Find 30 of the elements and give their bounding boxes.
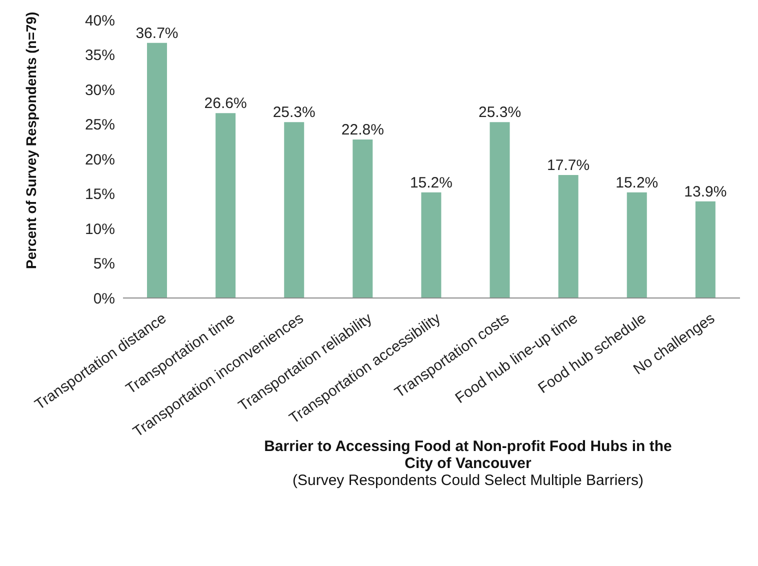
bar (626, 192, 647, 298)
y-tick-label: 15% (84, 186, 115, 204)
text: (Survey Respondents Could Select Multiple Barriers) (292, 472, 644, 489)
y-tick-label: 5% (93, 256, 115, 273)
bar (352, 140, 373, 298)
data-label: 25.3% (272, 104, 316, 122)
bar (490, 122, 510, 298)
data-label: 25.3% (478, 104, 522, 122)
data-label: 22.8% (341, 122, 384, 139)
bar (695, 201, 716, 298)
bar (216, 113, 236, 298)
data-label: 36.7% (136, 24, 178, 42)
data-label: 17.7% (547, 156, 590, 174)
y-tick-label: 20% (84, 151, 115, 168)
x-axis-title: Barrier to Accessing Food at Non-profit Food Hubs in the City of Vancouver (263, 438, 673, 472)
y-tick-label: 10% (84, 220, 115, 238)
data-label: 15.2% (616, 174, 658, 192)
data-label: 26.6% (204, 95, 247, 112)
y-tick-label: 25% (84, 116, 115, 134)
data-label: 13.9% (684, 183, 727, 200)
bar (284, 122, 304, 298)
y-tick-label: 40% (84, 12, 115, 30)
bar (421, 192, 442, 298)
y-tick-label: 35% (84, 47, 115, 64)
bar (558, 174, 578, 298)
data-label: 15.2% (410, 174, 452, 192)
bar (147, 42, 167, 298)
y-axis-title: Percent of Survey Respondents (n=79) (22, 12, 39, 269)
y-tick-label: 0% (93, 290, 115, 308)
y-tick-label: 30% (84, 82, 115, 99)
